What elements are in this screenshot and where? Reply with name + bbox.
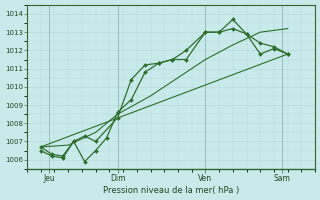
X-axis label: Pression niveau de la mer( hPa ): Pression niveau de la mer( hPa )	[103, 186, 239, 195]
